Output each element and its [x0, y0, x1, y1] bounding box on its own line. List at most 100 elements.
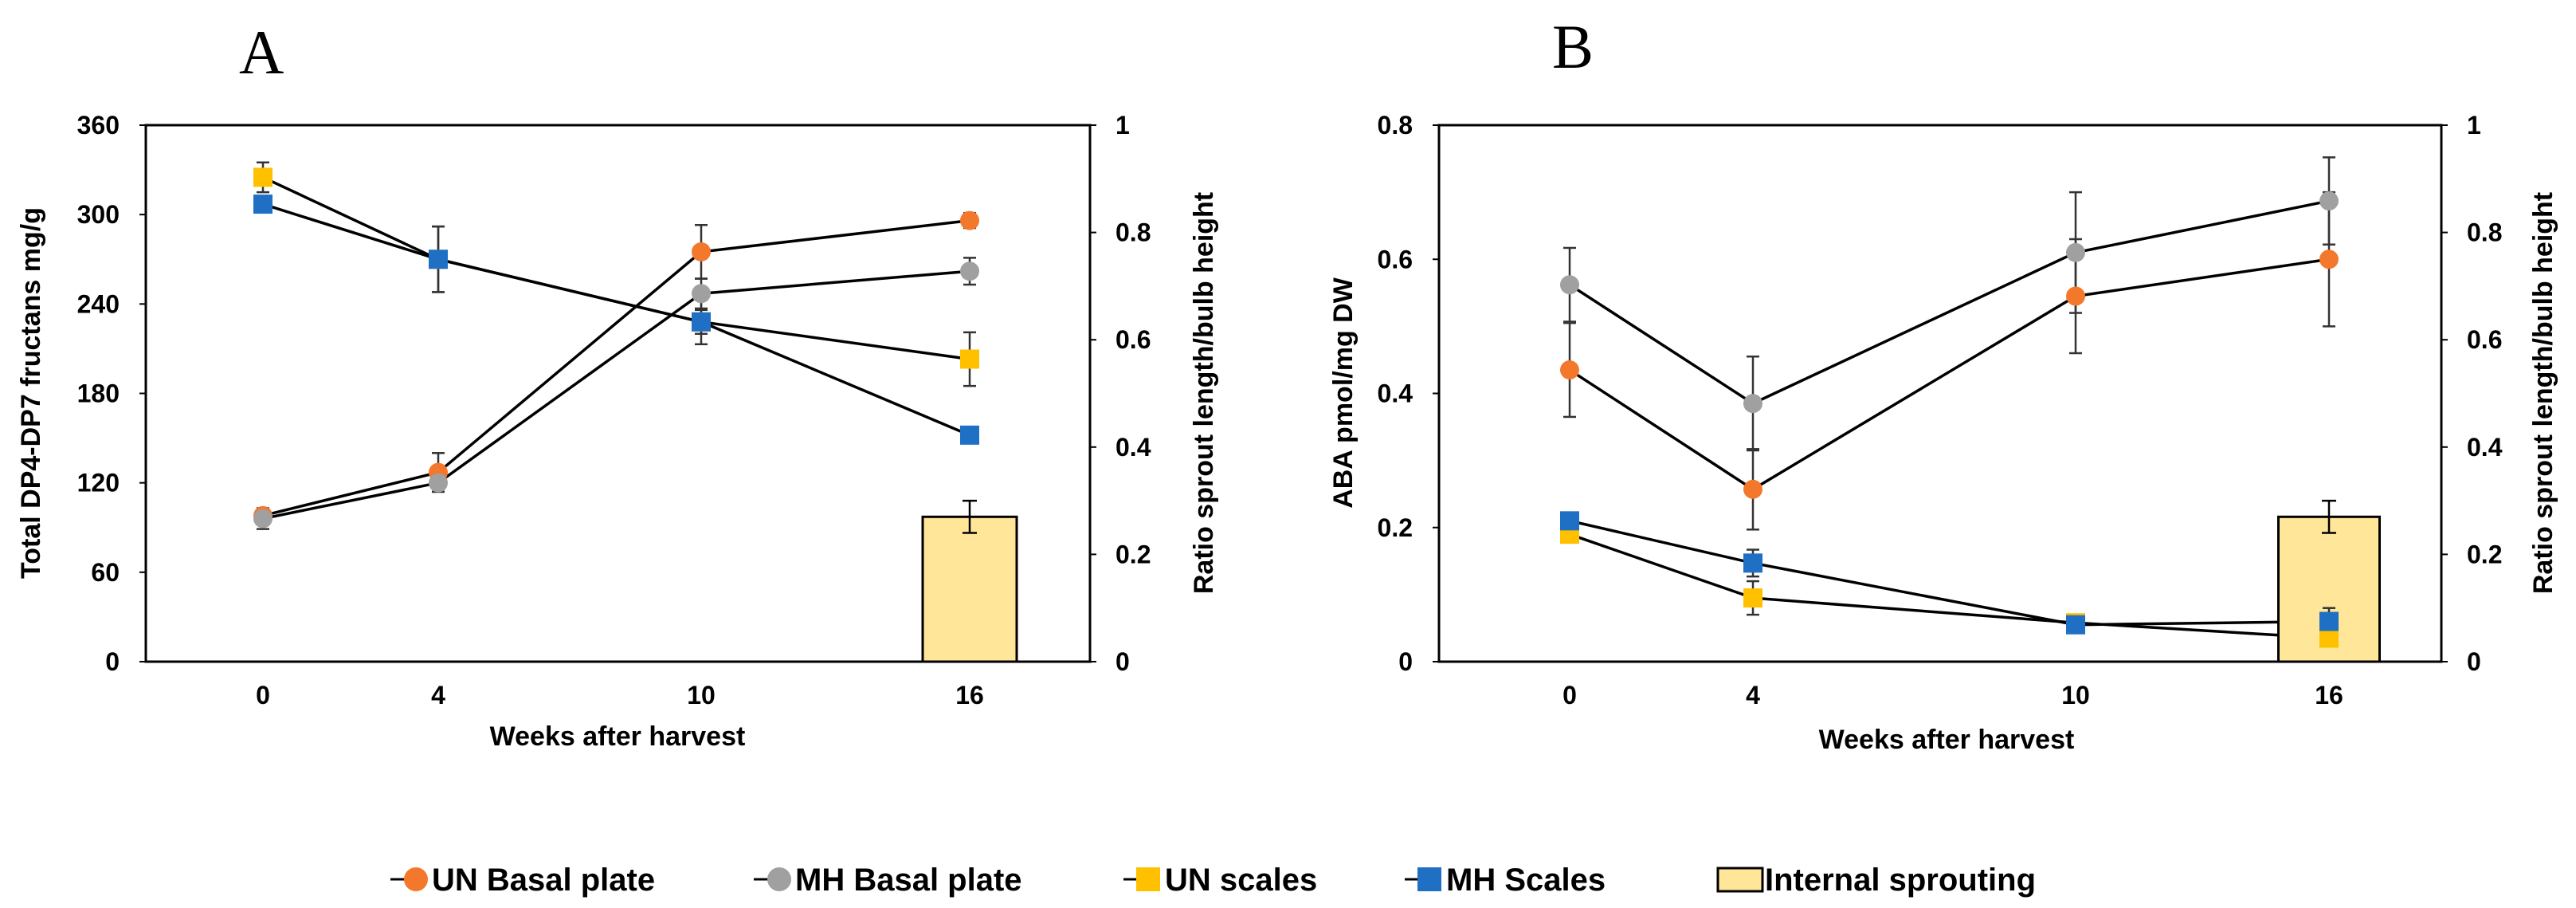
point-mh-scales [960, 425, 979, 445]
y2-tick-label: 0.8 [2467, 218, 2502, 247]
legend-item-un-basal: UN Basal plate [390, 863, 655, 898]
series-line-un-basal [262, 218, 970, 517]
legend-marker-circle [404, 867, 428, 891]
y-axis-title-b: ABA pmol/mg DW [1328, 277, 1359, 509]
series-lines-a [262, 175, 970, 521]
point-mh-basal [1560, 275, 1579, 295]
legend-item-internal-sprouting: Internal sprouting [1716, 863, 2036, 898]
point-mh-basal [2066, 242, 2085, 262]
y2-ticks-b: 0 0.2 0.4 0.6 0.8 1 [2441, 111, 2503, 676]
x-tick-label: 16 [955, 681, 984, 709]
point-mh-basal [2319, 191, 2339, 211]
point-un-scales [960, 349, 979, 369]
series-line-un-basal [1569, 257, 2330, 491]
series-line-mh-basal [1569, 199, 2330, 406]
y-tick-label: 0.8 [1378, 111, 1413, 140]
y2-axis-title-a: Ratio sprout length/bulb height [1189, 192, 1219, 594]
chart-panel-a: A 0 60 120 180 240 300 360 0 0.2 0.4 0.6 0.8 1 0 4 10… [16, 18, 1219, 752]
point-mh-scales [429, 250, 448, 269]
series-line-mh-scales [1569, 519, 2330, 627]
legend-marker-square [1417, 867, 1441, 891]
point-un-basal [1560, 360, 1579, 380]
legend-label: UN scales [1165, 863, 1317, 898]
legend: UN Basal plate MH Basal plate UN scales … [390, 863, 2036, 898]
legend-label: UN Basal plate [432, 863, 655, 898]
y2-tick-label: 0.2 [1115, 540, 1151, 568]
y2-axis-title-b: Ratio sprout length/bulb height [2528, 192, 2558, 594]
x-ticks-a: 0 4 10 16 [256, 681, 984, 709]
y2-tick-label: 0 [2467, 647, 2481, 676]
x-axis-title-b: Weeks after harvest [1819, 725, 2075, 755]
point-mh-basal [692, 284, 711, 304]
legend-label: Internal sprouting [1765, 863, 2036, 898]
point-un-basal [2066, 286, 2085, 306]
markers-b [1560, 191, 2339, 648]
point-mh-scales [2066, 615, 2085, 635]
y2-tick-label: 1 [1115, 111, 1130, 140]
y2-tick-label: 0.2 [2467, 540, 2502, 568]
panel-label-b: B [1552, 12, 1594, 81]
point-mh-basal [253, 509, 272, 529]
series-lines-b [1569, 199, 2330, 640]
series-line-un-scales [1569, 533, 2330, 640]
panel-label-a: A [239, 18, 284, 87]
y-tick-label: 120 [77, 469, 120, 497]
legend-label: MH Basal plate [795, 863, 1022, 898]
x-tick-label: 10 [687, 681, 716, 709]
point-mh-scales [692, 312, 711, 332]
x-tick-label: 4 [1746, 681, 1760, 709]
y-tick-label: 60 [91, 558, 120, 587]
y2-tick-label: 0.8 [1115, 218, 1151, 247]
legend-marker-bar [1716, 867, 1764, 893]
point-mh-basal [1743, 394, 1762, 414]
legend-item-mh-basal: MH Basal plate [754, 863, 1022, 898]
y-tick-label: 0.2 [1378, 513, 1413, 542]
point-un-basal [692, 242, 711, 261]
x-tick-label: 4 [431, 681, 445, 709]
point-un-scales [2319, 628, 2339, 648]
x-tick-label: 10 [2061, 681, 2090, 709]
y2-tick-label: 0.6 [1115, 325, 1151, 354]
x-axis-title-a: Weeks after harvest [490, 721, 746, 752]
series-line-mh-scales [262, 202, 970, 437]
legend-marker-square [1136, 867, 1160, 891]
x-tick-label: 0 [1562, 681, 1577, 709]
series-line-mh-basal [262, 269, 970, 521]
point-un-scales [1743, 588, 1762, 608]
point-mh-basal [960, 261, 979, 281]
y-ticks-b: 0 0.2 0.4 0.6 0.8 [1378, 111, 1439, 676]
point-un-basal [1743, 479, 1762, 499]
bars-a [921, 515, 1018, 663]
point-mh-scales [1560, 511, 1579, 531]
y-tick-label: 240 [77, 289, 120, 318]
point-un-basal [2319, 250, 2339, 269]
x-tick-label: 0 [256, 681, 270, 709]
bar-internal-sprouting [921, 515, 1018, 663]
series-line-un-scales [262, 175, 970, 361]
y-tick-label: 360 [77, 111, 120, 140]
point-mh-scales [2319, 611, 2339, 631]
point-mh-scales [1743, 553, 1762, 573]
y2-tick-label: 0.6 [2467, 325, 2502, 354]
point-un-basal [960, 210, 979, 230]
y-tick-label: 0 [105, 647, 120, 676]
y2-tick-label: 1 [2467, 111, 2481, 140]
y-tick-label: 0.4 [1378, 379, 1413, 408]
point-un-scales [253, 167, 272, 187]
chart-panel-b: B 0 0.2 0.4 0.6 0.8 0 0.2 0.4 0.6 0.8 1 0 4 10 16 We… [1328, 12, 2558, 755]
point-mh-basal [429, 473, 448, 493]
legend-item-un-scales: UN scales [1123, 863, 1317, 898]
markers-a [253, 167, 979, 529]
y-tick-label: 0.6 [1378, 245, 1413, 273]
y2-tick-label: 0 [1115, 647, 1130, 676]
y2-ticks-a: 0 0.2 0.4 0.6 0.8 1 [1090, 111, 1151, 676]
x-tick-label: 16 [2315, 681, 2343, 709]
y-ticks-a: 0 60 120 180 240 300 360 [77, 111, 146, 676]
legend-label: MH Scales [1446, 863, 1606, 898]
point-mh-scales [253, 195, 272, 214]
legend-item-mh-scales: MH Scales [1405, 863, 1606, 898]
error-bars-a [257, 161, 977, 534]
y2-tick-label: 0.4 [1115, 433, 1151, 462]
y2-tick-label: 0.4 [2467, 433, 2503, 462]
